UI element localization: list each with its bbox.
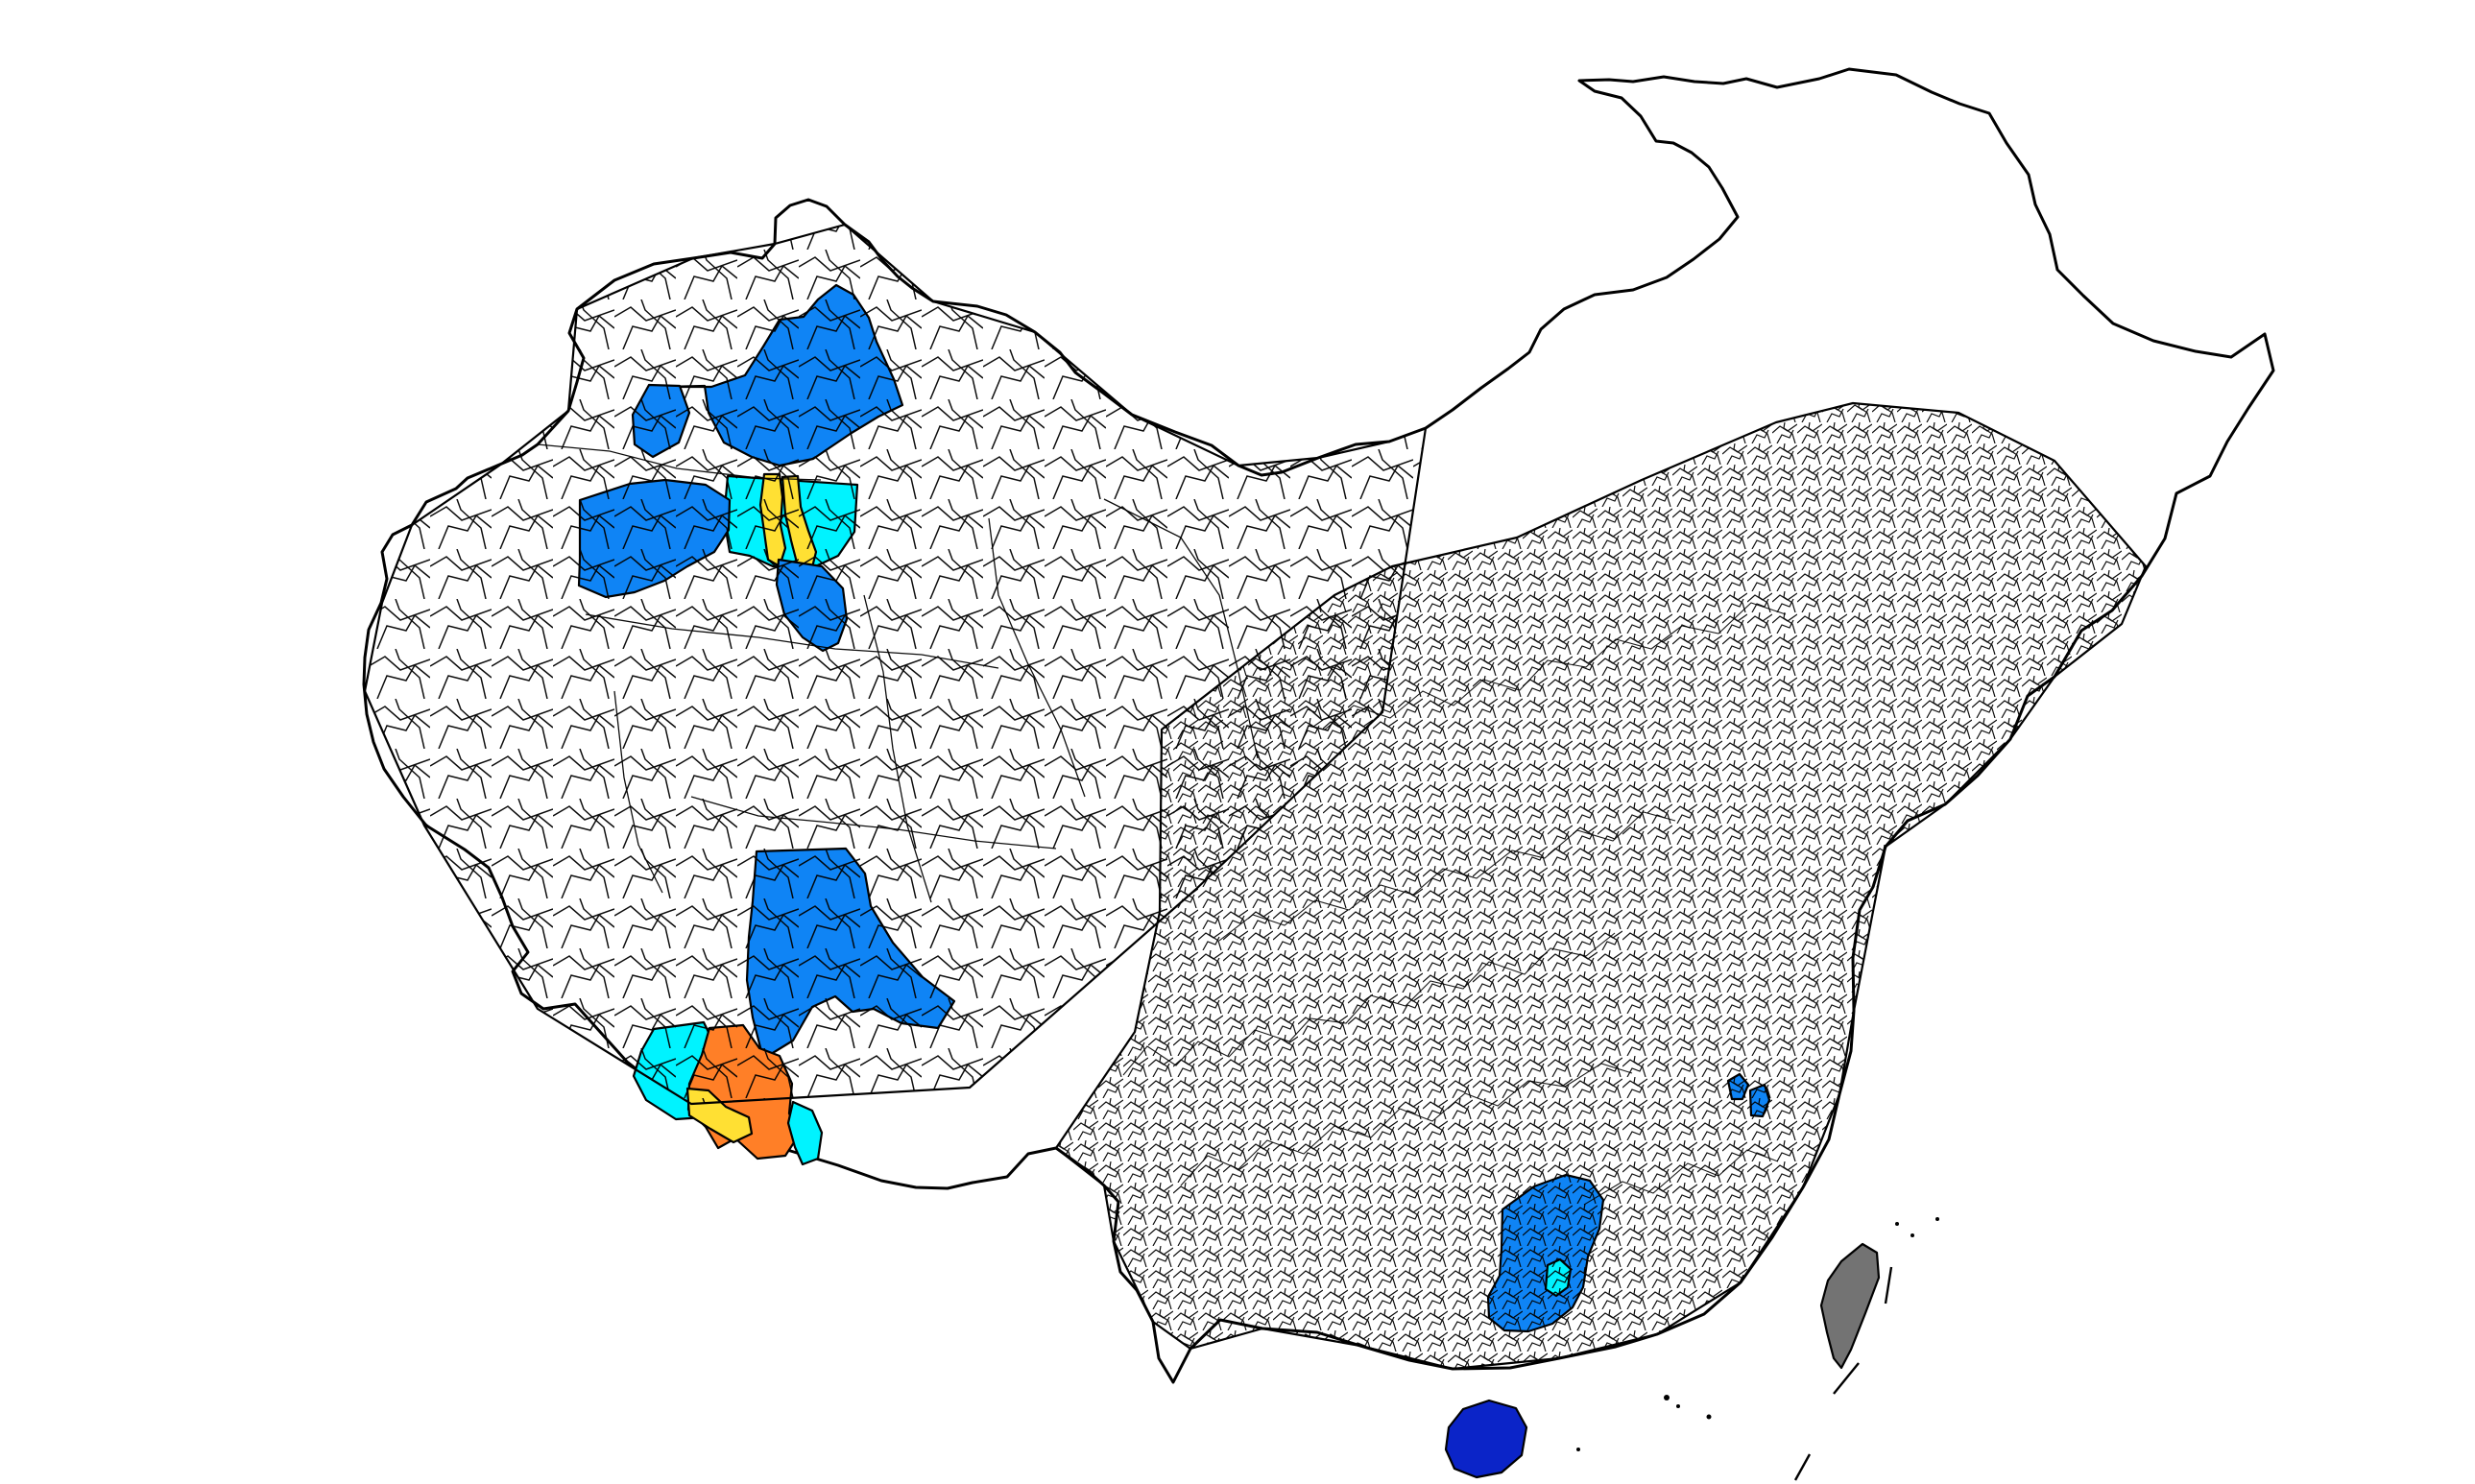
western-border-lines [537, 443, 1259, 903]
eastern-county-lines [1122, 602, 1787, 1206]
south-china-sea-marks [1576, 1217, 1939, 1481]
hainan-island [1444, 1399, 1528, 1479]
southwest-cyan-right [786, 1100, 824, 1166]
eastern-county-mesh [1054, 401, 2148, 1371]
taiwan-island [1819, 1242, 1881, 1370]
